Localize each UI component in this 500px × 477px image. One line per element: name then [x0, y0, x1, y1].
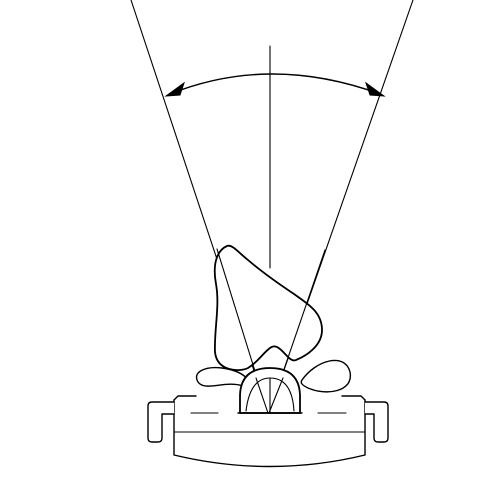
- fov-arc-arrowhead-left: [164, 81, 185, 97]
- protrusion-right-wing: [300, 359, 351, 393]
- fov-arc-arrowhead-right: [365, 81, 386, 97]
- protrusion-main-body: [213, 244, 323, 371]
- right-latch-clip: [364, 401, 389, 443]
- lens-ray-right: [268, 377, 284, 414]
- housing-top-left-edge: [173, 395, 197, 401]
- left-latch-clip: [147, 401, 175, 443]
- lens-ray-left: [255, 377, 269, 414]
- housing-top-right-edge: [341, 395, 366, 401]
- fov-angle-arc: [169, 73, 381, 95]
- housing-body: [173, 399, 366, 468]
- protrusion-left-wing: [195, 366, 249, 387]
